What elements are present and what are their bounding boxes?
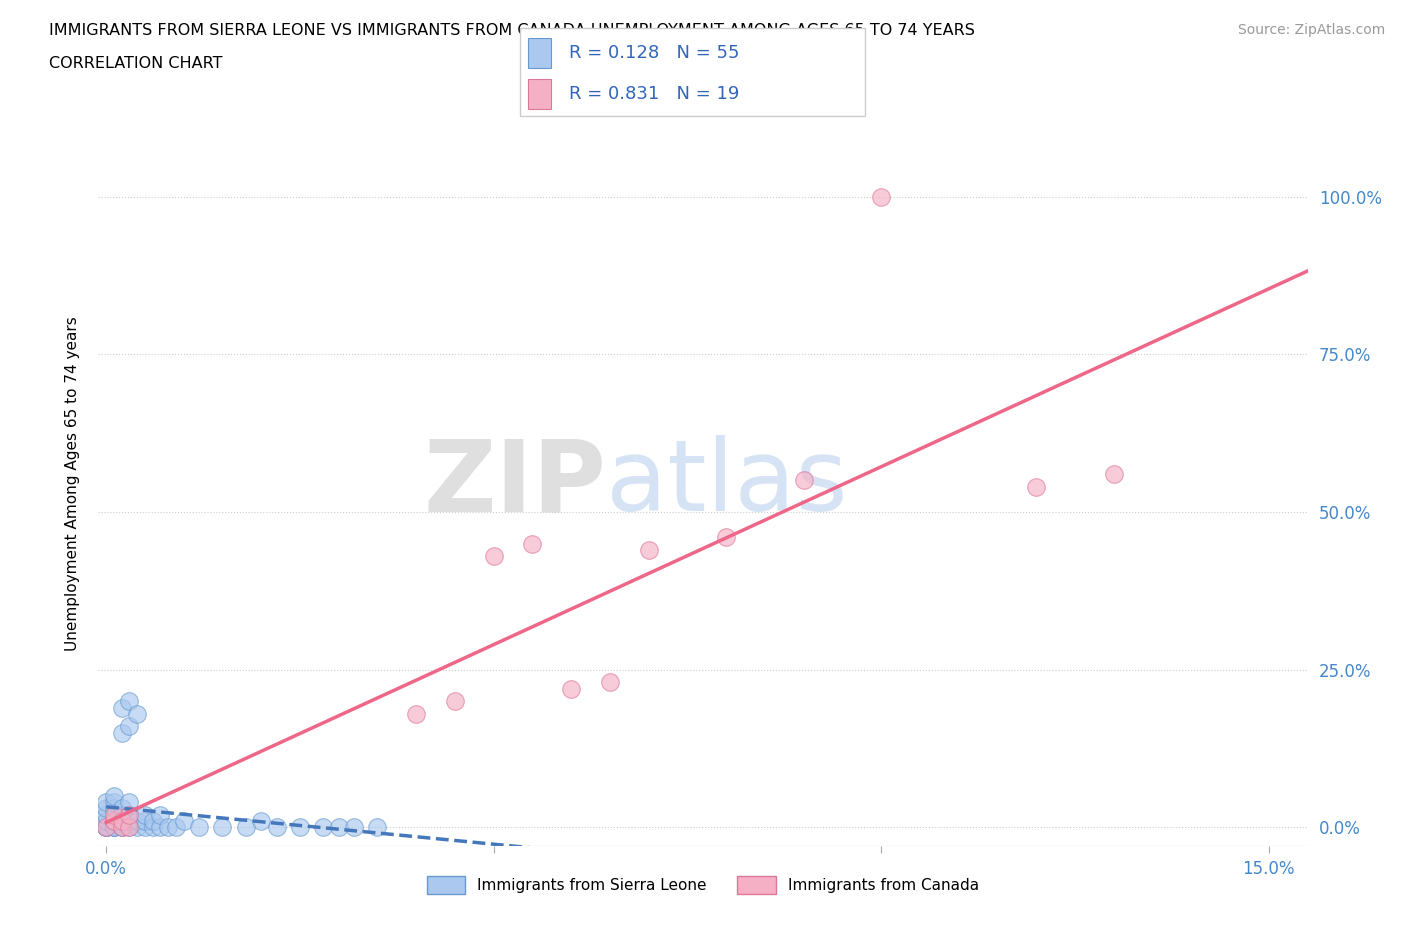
Legend: Immigrants from Sierra Leone, Immigrants from Canada: Immigrants from Sierra Leone, Immigrants… (420, 870, 986, 900)
Point (96, 820, 118, 835)
Point (111, 807, 134, 822)
Text: R = 0.128   N = 55: R = 0.128 N = 55 (569, 44, 740, 62)
Point (250, 814, 273, 829)
Text: Source: ZipAtlas.com: Source: ZipAtlas.com (1237, 23, 1385, 37)
Point (111, 725, 134, 740)
Point (716, 530, 738, 545)
Point (173, 814, 195, 829)
Point (111, 820, 134, 835)
Point (111, 814, 134, 829)
Point (188, 820, 211, 835)
Point (127, 814, 149, 829)
Text: CORRELATION CHART: CORRELATION CHART (49, 56, 222, 71)
Text: atlas: atlas (606, 435, 848, 532)
Text: R = 0.831   N = 19: R = 0.831 N = 19 (569, 85, 740, 103)
Point (134, 807, 156, 822)
Point (343, 820, 366, 835)
Point (134, 814, 156, 829)
Point (103, 820, 125, 835)
Point (103, 820, 125, 835)
Point (96, 820, 118, 835)
Point (312, 820, 335, 835)
Text: ZIP: ZIP (423, 435, 606, 532)
Point (118, 719, 141, 734)
Point (103, 795, 125, 810)
Point (793, 473, 815, 488)
Point (127, 707, 149, 722)
Point (366, 820, 388, 835)
Point (111, 820, 134, 835)
Point (870, 189, 893, 204)
Point (599, 675, 621, 690)
Point (1102, 467, 1125, 482)
Point (157, 820, 180, 835)
Point (444, 694, 467, 709)
Point (111, 700, 134, 715)
Point (103, 814, 125, 829)
Point (111, 814, 134, 829)
Point (103, 807, 125, 822)
Point (405, 707, 427, 722)
Point (96, 795, 118, 810)
Point (118, 694, 141, 709)
Point (96, 814, 118, 829)
Point (96, 814, 118, 829)
Point (149, 807, 172, 822)
Point (482, 549, 505, 564)
Point (118, 807, 141, 822)
Point (522, 536, 544, 551)
Point (103, 814, 125, 829)
Point (134, 820, 156, 835)
Point (142, 820, 165, 835)
Point (149, 820, 172, 835)
Point (118, 795, 141, 810)
Point (142, 814, 165, 829)
Point (103, 820, 125, 835)
Point (103, 814, 125, 829)
Point (118, 820, 141, 835)
Point (637, 542, 659, 557)
Point (96, 820, 118, 835)
Point (165, 820, 187, 835)
Point (111, 820, 134, 835)
Point (235, 820, 257, 835)
Point (211, 820, 233, 835)
Point (96, 820, 118, 835)
Point (111, 801, 134, 816)
Point (96, 807, 118, 822)
Point (96, 820, 118, 835)
Point (127, 820, 149, 835)
Point (96, 801, 118, 816)
Point (103, 789, 125, 804)
Point (266, 820, 288, 835)
Point (560, 681, 582, 696)
Point (118, 814, 141, 829)
Point (1025, 479, 1047, 494)
Point (118, 820, 141, 835)
Text: IMMIGRANTS FROM SIERRA LEONE VS IMMIGRANTS FROM CANADA UNEMPLOYMENT AMONG AGES 6: IMMIGRANTS FROM SIERRA LEONE VS IMMIGRAN… (49, 23, 976, 38)
Point (103, 807, 125, 822)
Point (96, 820, 118, 835)
Point (103, 801, 125, 816)
Point (288, 820, 311, 835)
Point (328, 820, 350, 835)
Y-axis label: Unemployment Among Ages 65 to 74 years: Unemployment Among Ages 65 to 74 years (65, 316, 80, 651)
Point (118, 807, 141, 822)
